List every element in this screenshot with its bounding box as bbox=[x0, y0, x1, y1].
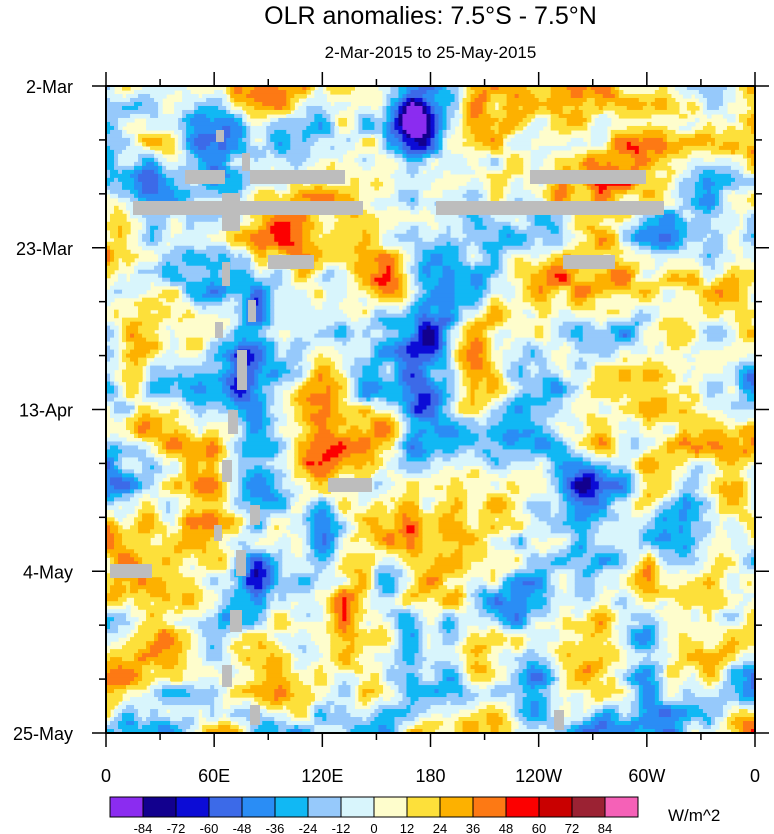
x-tick-label: 60E bbox=[198, 766, 230, 786]
colorbar-swatch bbox=[175, 796, 210, 818]
colorbar-level-label: 24 bbox=[433, 821, 447, 834]
colorbar-swatch bbox=[571, 796, 606, 818]
colorbar-level-label: 48 bbox=[499, 821, 513, 834]
colorbar-swatch bbox=[538, 796, 573, 818]
colorbar-level-label: -36 bbox=[266, 821, 285, 834]
colorbar-swatch bbox=[505, 796, 540, 818]
x-tick-label: 0 bbox=[101, 766, 111, 786]
colorbar-level-label: -48 bbox=[233, 821, 252, 834]
colorbar-level-label: -24 bbox=[299, 821, 318, 834]
colorbar-swatch bbox=[340, 796, 375, 818]
colorbar-swatch bbox=[307, 796, 342, 818]
colorbar-level-label: 36 bbox=[466, 821, 480, 834]
x-tick-label: 120W bbox=[515, 766, 562, 786]
colorbar-swatch bbox=[439, 796, 474, 818]
y-tick-label: 2-Mar bbox=[26, 77, 73, 97]
colorbar-swatch bbox=[472, 796, 507, 818]
y-tick-label: 25-May bbox=[13, 724, 73, 744]
colorbar-swatch bbox=[406, 796, 441, 818]
colorbar-level-label: -12 bbox=[332, 821, 351, 834]
colorbar-swatch bbox=[274, 796, 309, 818]
colorbar-swatch bbox=[604, 796, 639, 818]
y-tick-label: 4-May bbox=[23, 562, 73, 582]
colorbar-swatch bbox=[208, 796, 243, 818]
colorbar-level-label: -84 bbox=[134, 821, 153, 834]
axis-ticks bbox=[92, 72, 769, 747]
colorbar-level-label: 72 bbox=[565, 821, 579, 834]
x-tick-label: 0 bbox=[750, 766, 760, 786]
y-tick-label: 23-Mar bbox=[16, 239, 73, 259]
colorbar-units: W/m^2 bbox=[668, 806, 721, 825]
chart-subtitle: 2-Mar-2015 to 25-May-2015 bbox=[324, 43, 537, 62]
x-axis-labels: 0 60E 120E 180 120W 60W 0 bbox=[101, 766, 760, 786]
colorbar-level-label: -60 bbox=[200, 821, 219, 834]
colorbar-swatch bbox=[109, 796, 144, 818]
x-tick-label: 180 bbox=[415, 766, 445, 786]
colorbar-level-label: 84 bbox=[598, 821, 612, 834]
colorbar-level-label: 0 bbox=[370, 821, 377, 834]
colorbar-swatch bbox=[142, 796, 177, 818]
colorbar-level-label: -72 bbox=[167, 821, 186, 834]
x-tick-label: 120E bbox=[301, 766, 343, 786]
colorbar-labels: -84 -72 -60 -48 -36 -24 -12 0 12 24 36 48 60 72 84 bbox=[134, 821, 613, 834]
colorbar-swatch bbox=[241, 796, 276, 818]
colorbar-level-label: 12 bbox=[400, 821, 414, 834]
y-tick-label: 13-Apr bbox=[19, 401, 73, 421]
colorbar bbox=[109, 796, 639, 818]
x-tick-label: 60W bbox=[628, 766, 665, 786]
colorbar-level-label: 60 bbox=[532, 821, 546, 834]
missing-data-patches bbox=[110, 130, 664, 730]
y-axis-labels: 2-Mar 23-Mar 13-Apr 4-May 25-May bbox=[13, 77, 73, 744]
chart-title: OLR anomalies: 7.5°S - 7.5°N bbox=[264, 2, 597, 30]
colorbar-swatch bbox=[373, 796, 408, 818]
